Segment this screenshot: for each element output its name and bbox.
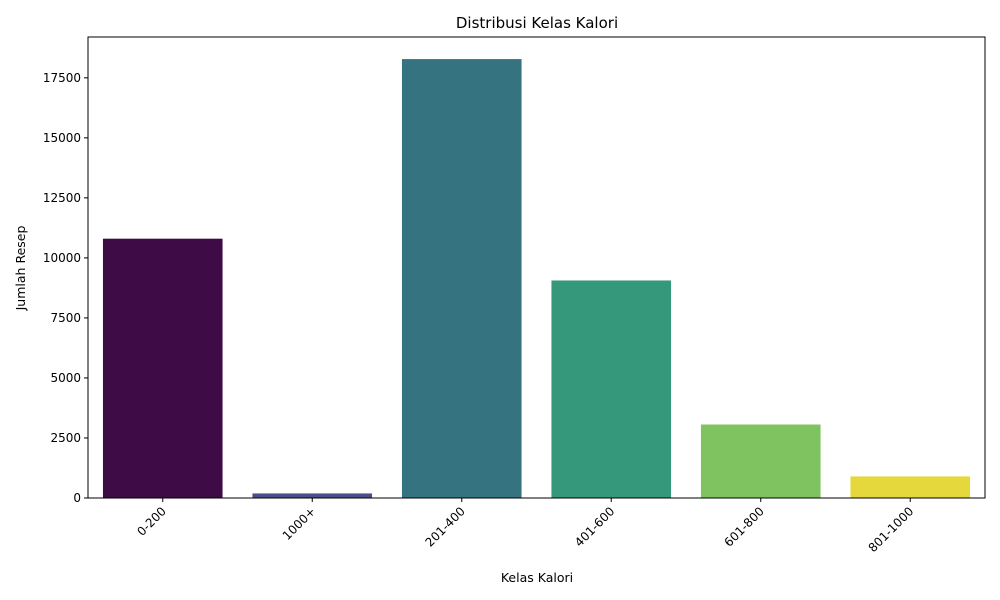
y-tick-label: 2500 [50,431,81,445]
x-axis-ticks: 0-200 1000+ 201-400 401-600 601-800 801-1000 [134,498,916,555]
x-axis-label: Kelas Kalori [501,570,573,585]
y-tick-label: 12500 [43,191,81,205]
y-tick-label: 5000 [50,371,81,385]
y-tick-label: 17500 [43,71,81,85]
bar-601-800 [700,424,821,498]
x-tick-label: 1000+ [280,504,319,543]
bars-group [102,59,971,499]
bar-1000+ [252,493,373,498]
chart-title: Distribusi Kelas Kalori [456,14,618,32]
bar-801-1000 [850,476,971,498]
y-tick-label: 10000 [43,251,81,265]
bar-401-600 [551,280,672,498]
y-tick-label: 7500 [50,311,81,325]
x-tick-label: 201-400 [423,504,468,549]
x-tick-label: 601-800 [722,504,767,549]
bar-201-400 [401,59,522,499]
x-tick-label: 801-1000 [866,504,917,555]
plot-frame [87,36,986,499]
x-tick-label: 401-600 [572,504,617,549]
y-tick-label: 15000 [43,131,81,145]
x-tick-label: 0-200 [134,504,169,539]
y-axis-label: Jumlah Resep [13,226,28,312]
y-tick-label: 0 [73,491,81,505]
bar-0-200 [102,238,223,498]
y-axis-ticks: 0 2500 5000 7500 10000 12500 15000 17500 [43,71,88,505]
